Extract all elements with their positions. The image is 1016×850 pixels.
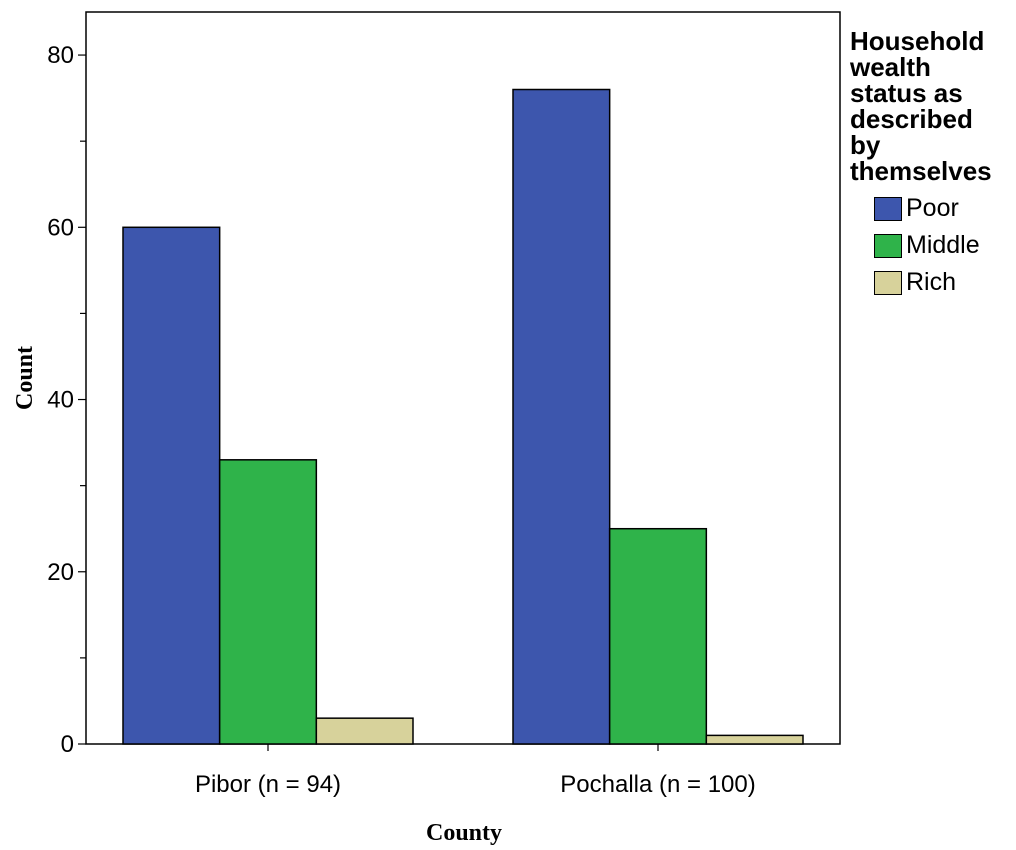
bar-middle-0 <box>218 459 318 745</box>
legend-title: Household wealth status as described by … <box>850 28 1016 184</box>
legend-item-rich: Rich <box>874 264 1016 301</box>
legend-title-line: wealth <box>850 52 931 82</box>
legend-items: Poor Middle Rich <box>874 190 1016 301</box>
bar-rich-0 <box>315 717 414 745</box>
legend-title-line: described <box>850 104 973 134</box>
legend-swatch-rich <box>874 270 902 295</box>
legend-item-poor: Poor <box>874 190 1016 227</box>
legend-swatch-middle <box>874 233 902 258</box>
bar-poor-1 <box>512 88 611 745</box>
legend-title-line: themselves <box>850 156 992 186</box>
y-tick-label: 60 <box>47 214 74 241</box>
legend-title-line: by <box>850 130 881 160</box>
legend-item-middle: Middle <box>874 227 1016 264</box>
legend: Household wealth status as described by … <box>850 28 1016 301</box>
x-tick-label: Pibor (n = 94) <box>195 771 341 798</box>
y-axis-title: Count <box>12 346 38 410</box>
legend-label-middle: Middle <box>906 231 980 259</box>
x-axis-title: County <box>426 820 502 846</box>
x-tick-label: Pochalla (n = 100) <box>560 771 755 798</box>
y-tick-label: 80 <box>47 42 74 69</box>
axes-group: 0 20 40 60 80 Pibor (n = 94) Pochalla (n = 100… <box>47 42 755 798</box>
y-tick-label: 20 <box>47 559 74 586</box>
bar-rich-1 <box>705 734 804 745</box>
bar-poor-0 <box>122 226 221 745</box>
legend-title-line: status as <box>850 78 963 108</box>
legend-label-poor: Poor <box>906 194 959 222</box>
plot-frame <box>85 11 841 745</box>
legend-title-line: Household <box>850 26 985 56</box>
y-tick-label: 0 <box>61 731 74 758</box>
y-tick-label: 40 <box>47 387 74 414</box>
bars-group <box>122 88 804 745</box>
legend-label-rich: Rich <box>906 268 957 296</box>
bar-middle-1 <box>608 527 708 745</box>
legend-swatch-poor <box>874 196 902 221</box>
